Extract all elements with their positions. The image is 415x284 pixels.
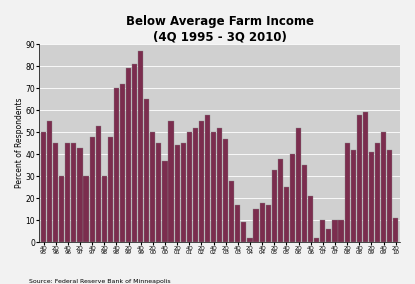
Bar — [108, 137, 113, 242]
Bar — [363, 112, 368, 242]
Bar — [375, 143, 380, 242]
Y-axis label: Percent of Respondents: Percent of Respondents — [15, 98, 24, 188]
Bar — [78, 148, 83, 242]
Bar — [320, 220, 325, 242]
Bar — [241, 222, 247, 242]
Bar — [356, 114, 362, 242]
Bar — [120, 84, 125, 242]
Bar — [284, 187, 289, 242]
Bar — [272, 170, 277, 242]
Bar — [102, 176, 107, 242]
Bar — [168, 121, 173, 242]
Bar — [351, 150, 356, 242]
Bar — [126, 68, 131, 242]
Bar — [381, 132, 386, 242]
Bar — [302, 165, 307, 242]
Bar — [53, 143, 58, 242]
Bar — [266, 205, 271, 242]
Bar — [314, 238, 319, 242]
Bar — [41, 132, 46, 242]
Bar — [95, 126, 101, 242]
Bar — [308, 196, 313, 242]
Bar — [193, 128, 198, 242]
Bar — [229, 181, 234, 242]
Title: Below Average Farm Income
(4Q 1995 - 3Q 2010): Below Average Farm Income (4Q 1995 - 3Q … — [126, 15, 314, 43]
Bar — [90, 137, 95, 242]
Bar — [132, 64, 137, 242]
Bar — [59, 176, 64, 242]
Bar — [290, 154, 295, 242]
Bar — [138, 51, 143, 242]
Bar — [223, 139, 228, 242]
Bar — [199, 121, 204, 242]
Bar — [387, 150, 392, 242]
Bar — [326, 229, 332, 242]
Bar — [187, 132, 192, 242]
Bar — [254, 209, 259, 242]
Bar — [65, 143, 71, 242]
Bar — [162, 161, 168, 242]
Bar — [296, 128, 301, 242]
Bar — [175, 145, 180, 242]
Bar — [369, 152, 374, 242]
Bar — [344, 143, 350, 242]
Bar — [144, 99, 149, 242]
Bar — [339, 220, 344, 242]
Bar — [217, 128, 222, 242]
Text: Source: Federal Reserve Bank of Minneapolis: Source: Federal Reserve Bank of Minneapo… — [29, 279, 171, 284]
Bar — [150, 132, 155, 242]
Bar — [205, 114, 210, 242]
Bar — [332, 220, 337, 242]
Bar — [393, 218, 398, 242]
Bar — [181, 143, 186, 242]
Bar — [211, 132, 216, 242]
Bar — [156, 143, 161, 242]
Bar — [259, 202, 265, 242]
Bar — [247, 238, 253, 242]
Bar — [83, 176, 89, 242]
Bar — [71, 143, 76, 242]
Bar — [47, 121, 52, 242]
Bar — [114, 88, 119, 242]
Bar — [235, 205, 240, 242]
Bar — [278, 158, 283, 242]
